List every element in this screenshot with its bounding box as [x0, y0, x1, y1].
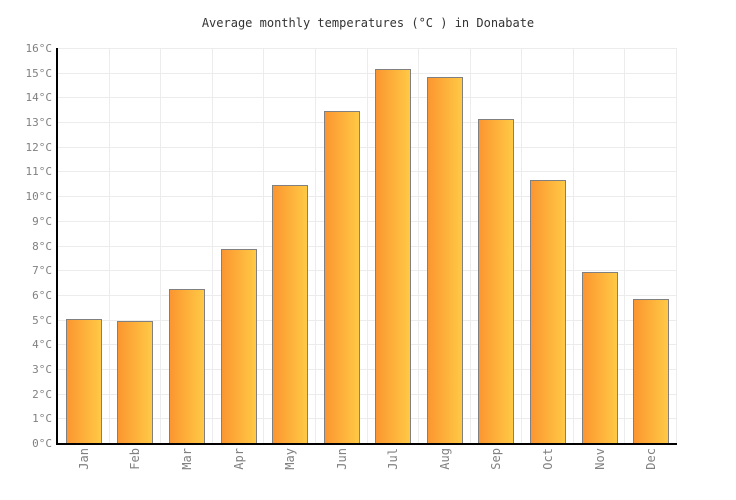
horizontal-gridline [58, 294, 677, 296]
x-tick-label: Jun [334, 448, 349, 470]
horizontal-gridline [58, 368, 677, 370]
x-tick-label: Nov [592, 448, 607, 470]
bar-jan [65, 318, 102, 443]
y-tick-label: 0°C [32, 437, 52, 450]
vertical-gridline [211, 48, 213, 443]
y-tick-label: 13°C [25, 116, 53, 130]
bar-aug [426, 76, 463, 443]
y-tick-label: 12°C [25, 140, 53, 154]
y-tick-label: 2°C [32, 387, 52, 401]
vertical-gridline [418, 48, 420, 443]
vertical-gridline [572, 48, 574, 443]
x-tick-label: Sep [489, 448, 504, 470]
y-tick-label: 7°C [32, 264, 52, 278]
bar-jul [375, 69, 412, 443]
vertical-gridline [160, 48, 162, 443]
bar-oct [530, 180, 567, 443]
y-tick-label: 3°C [32, 362, 52, 376]
horizontal-gridline [58, 72, 677, 74]
horizontal-gridline [58, 146, 677, 148]
x-tick-label: May [283, 448, 298, 470]
bar-jun [323, 111, 360, 443]
y-tick-label: 5°C [32, 313, 52, 327]
vertical-gridline [108, 48, 110, 443]
horizontal-gridline [58, 48, 677, 49]
y-tick-label: 11°C [25, 165, 53, 179]
y-tick-label: 14°C [25, 91, 53, 105]
vertical-gridline [366, 48, 368, 443]
x-tick-label: Aug [437, 448, 452, 470]
vertical-gridline [469, 48, 471, 443]
horizontal-gridline [58, 393, 677, 395]
x-tick-label: Oct [541, 448, 556, 470]
horizontal-gridline [58, 196, 677, 198]
bar-dec [633, 298, 670, 443]
chart-title: Average monthly temperatures (°C ) in Do… [201, 16, 535, 30]
bar-may [272, 185, 309, 443]
horizontal-gridline [58, 122, 677, 124]
vertical-gridline [263, 48, 265, 443]
bar-apr [220, 249, 257, 443]
vertical-gridline [521, 48, 523, 443]
horizontal-gridline [58, 418, 677, 420]
y-tick-label: 9°C [32, 214, 52, 228]
horizontal-gridline [58, 245, 677, 247]
horizontal-gridline [58, 97, 677, 99]
y-tick-label: 1°C [32, 412, 52, 426]
x-tick-label: Jul [386, 448, 401, 470]
plot-area [56, 48, 677, 445]
x-tick-label: Jan [76, 448, 91, 470]
y-tick-label: 16°C [25, 42, 53, 55]
bar-sep [478, 118, 515, 443]
bars-layer [58, 48, 677, 443]
horizontal-gridline [58, 344, 677, 346]
vertical-gridline [314, 48, 316, 443]
x-tick-label: Apr [231, 448, 246, 470]
bar-nov [581, 271, 618, 443]
gridlines-layer [58, 48, 677, 443]
bar-mar [168, 288, 205, 443]
x-tick-label: Feb [128, 448, 143, 470]
horizontal-gridline [58, 220, 677, 222]
y-tick-label: 8°C [32, 239, 52, 253]
vertical-gridline [676, 48, 677, 443]
y-tick-label: 10°C [25, 190, 53, 204]
horizontal-gridline [58, 319, 677, 321]
y-tick-label: 6°C [32, 288, 52, 302]
y-tick-label: 15°C [25, 66, 53, 80]
bar-feb [117, 321, 154, 443]
y-tick-label: 4°C [32, 338, 52, 352]
horizontal-gridline [58, 270, 677, 272]
horizontal-gridline [58, 171, 677, 173]
x-tick-label: Mar [179, 448, 194, 470]
x-tick-label: Dec [644, 448, 659, 470]
vertical-gridline [624, 48, 626, 443]
